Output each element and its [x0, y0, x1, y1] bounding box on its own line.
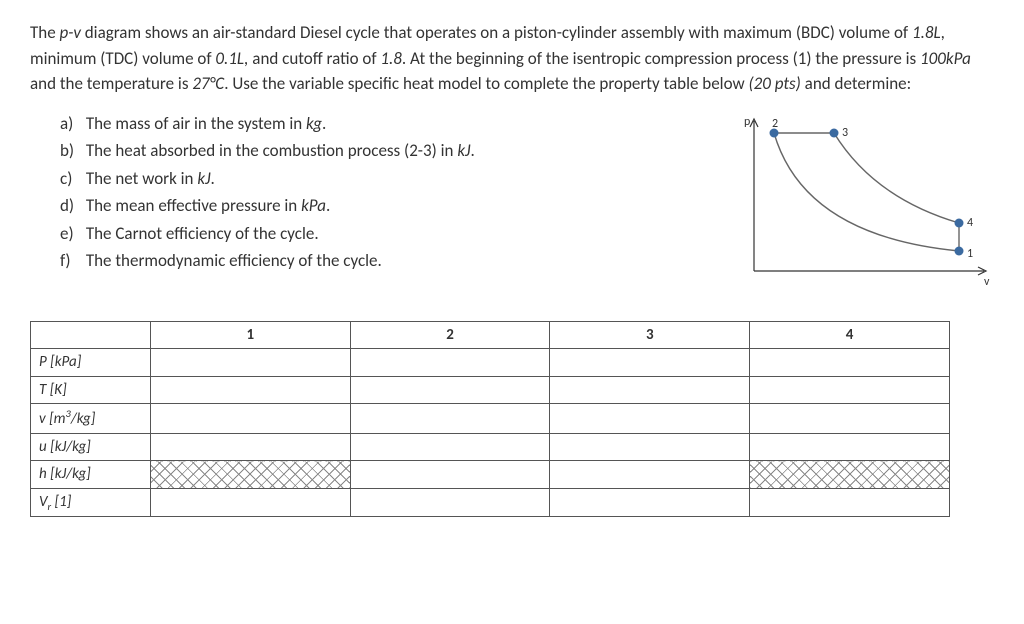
row-label: h [kJ/kg]	[31, 461, 151, 489]
cell-empty	[350, 404, 550, 434]
cell-empty	[150, 488, 350, 517]
cell-empty	[550, 461, 750, 489]
cell-empty	[550, 349, 750, 377]
row-label: u [kJ/kg]	[31, 433, 151, 461]
question-label: b)	[60, 138, 82, 164]
question-text: The net work in	[82, 168, 197, 189]
question-label: e)	[60, 221, 82, 247]
table-row: T [K]	[31, 376, 950, 404]
cell-empty	[350, 461, 550, 489]
cell-empty	[150, 404, 350, 434]
cell-empty	[350, 376, 550, 404]
row-label: T [K]	[31, 376, 151, 404]
question-unit: kg	[306, 113, 322, 134]
state-point-label: 4	[967, 216, 973, 230]
question-label: f)	[60, 248, 82, 274]
intro-italic: 1.8	[380, 48, 402, 69]
cell-empty	[150, 376, 350, 404]
state-point	[955, 218, 964, 227]
state-point-label: 1	[967, 247, 973, 261]
cell-empty	[750, 488, 950, 517]
y-axis-label: p	[744, 115, 750, 129]
cell-empty	[350, 433, 550, 461]
cell-empty	[550, 488, 750, 517]
table-state-header: 1	[150, 321, 350, 349]
intro-text: The p-v diagram shows an air-standard Di…	[30, 22, 971, 94]
intro-italic: 0.1L,	[215, 48, 248, 69]
intro-italic: 100kPa	[920, 48, 971, 69]
question-list: a) The mass of air in the system in kg.b…	[30, 111, 710, 276]
question-text-post: .	[326, 195, 330, 216]
question-unit: kJ	[457, 140, 470, 161]
property-table: 1234 P [kPa]T [K]v [m3/kg]u [kJ/kg]h [kJ…	[30, 321, 950, 518]
question-text-post: .	[211, 168, 215, 189]
pv-diagram: p v 2 3 4 1	[734, 111, 994, 291]
table-corner	[31, 321, 151, 349]
table-row: h [kJ/kg]	[31, 461, 950, 489]
process-1-2	[774, 133, 959, 251]
row-label: P [kPa]	[31, 349, 151, 377]
cell-empty	[150, 433, 350, 461]
intro-segment: . Use the variable specific heat model t…	[224, 73, 748, 94]
intro-italic: (20 pts)	[748, 73, 800, 94]
intro-italic: p-v	[60, 22, 81, 43]
table-state-header: 3	[550, 321, 750, 349]
state-point	[955, 246, 964, 255]
question-label: a)	[60, 111, 82, 137]
cell-empty	[150, 349, 350, 377]
intro-segment: The	[30, 22, 60, 43]
intro-segment: and the temperature is	[30, 73, 192, 94]
content-row: a) The mass of air in the system in kg.b…	[30, 111, 994, 291]
question-text: The Carnot efficiency of the cycle.	[82, 223, 319, 244]
intro-segment: diagram shows an air-standard Diesel cyc…	[81, 22, 912, 43]
table-row: v [m3/kg]	[31, 404, 950, 434]
cell-empty	[750, 349, 950, 377]
problem-statement: The p-v diagram shows an air-standard Di…	[30, 20, 994, 97]
question-item: c) The net work in kJ.	[60, 166, 710, 192]
question-text: The thermodynamic efficiency of the cycl…	[82, 250, 382, 271]
question-text-post: .	[322, 113, 326, 134]
question-unit: kPa	[301, 195, 326, 216]
cell-empty	[550, 433, 750, 461]
question-unit: kJ	[197, 168, 210, 189]
table-state-header: 2	[350, 321, 550, 349]
question-item: b) The heat absorbed in the combustion p…	[60, 138, 710, 164]
cell-empty	[550, 404, 750, 434]
state-point-label: 3	[842, 126, 848, 140]
state-point	[830, 128, 839, 137]
question-item: d) The mean effective pressure in kPa.	[60, 193, 710, 219]
table-row: Vr [1]	[31, 488, 950, 517]
question-label: c)	[60, 166, 82, 192]
row-label: Vr [1]	[31, 488, 151, 517]
intro-segment: . At the beginning of the isentropic com…	[402, 48, 920, 69]
question-item: a) The mass of air in the system in kg.	[60, 111, 710, 137]
row-label: v [m3/kg]	[31, 404, 151, 434]
cell-empty	[750, 376, 950, 404]
question-text: The mean effective pressure in	[82, 195, 301, 216]
question-label: d)	[60, 193, 82, 219]
intro-segment: and determine:	[801, 73, 911, 94]
cell-blocked	[150, 461, 350, 489]
question-item: e) The Carnot efficiency of the cycle.	[60, 221, 710, 247]
x-axis-label: v	[984, 275, 990, 289]
cell-blocked	[750, 461, 950, 489]
state-point-label: 2	[772, 117, 778, 131]
question-item: f) The thermodynamic efficiency of the c…	[60, 248, 710, 274]
question-text-post: .	[470, 140, 474, 161]
intro-italic: 1.8L	[912, 22, 941, 43]
cell-empty	[750, 433, 950, 461]
table-state-header: 4	[750, 321, 950, 349]
question-text: The mass of air in the system in	[82, 113, 306, 134]
intro-segment: and cutoff ratio of	[248, 48, 380, 69]
table-row: u [kJ/kg]	[31, 433, 950, 461]
intro-italic: 27°C	[192, 73, 224, 94]
cell-empty	[750, 404, 950, 434]
cell-empty	[350, 349, 550, 377]
cell-empty	[550, 376, 750, 404]
table-row: P [kPa]	[31, 349, 950, 377]
process-3-4	[834, 133, 959, 223]
cell-empty	[350, 488, 550, 517]
question-text: The heat absorbed in the combustion proc…	[82, 140, 457, 161]
